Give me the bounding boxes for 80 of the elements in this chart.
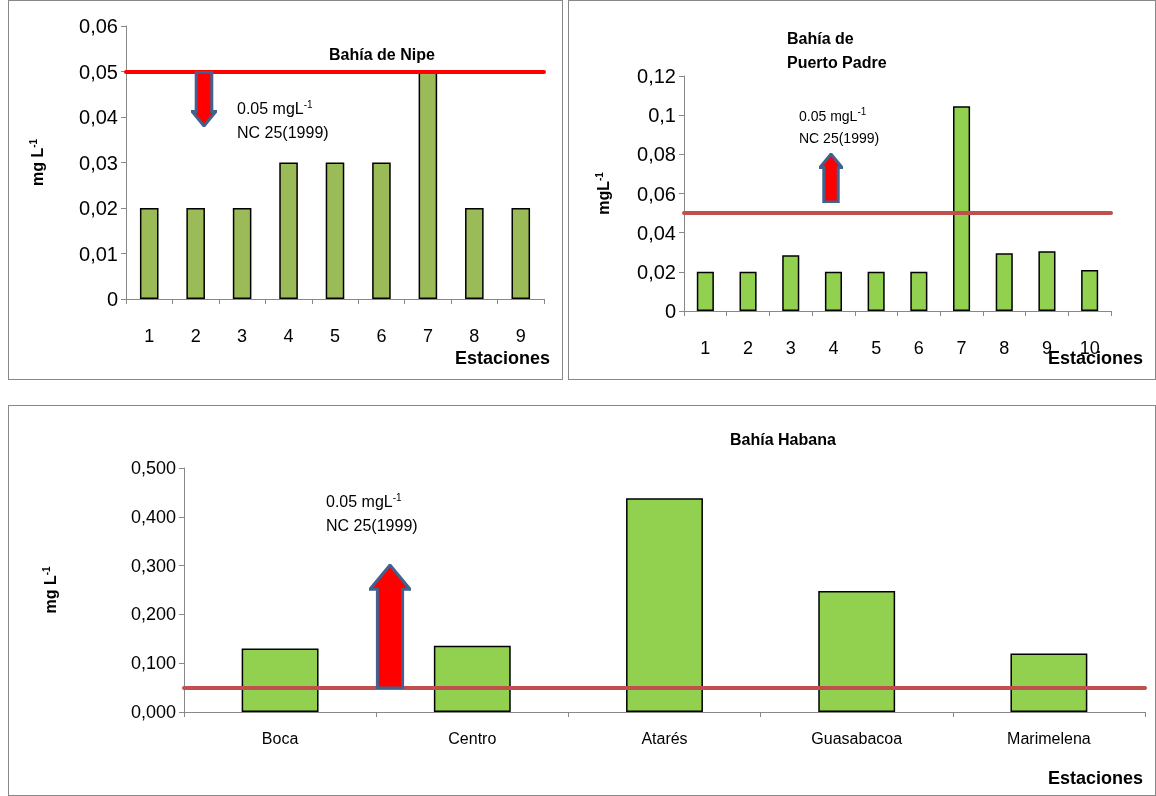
y-tick-label: 0,04 bbox=[79, 106, 118, 128]
bar bbox=[910, 271, 928, 311]
bar bbox=[824, 271, 842, 311]
x-tick-label: 7 bbox=[422, 326, 433, 346]
y-tick-label: 0,000 bbox=[130, 702, 176, 722]
bar bbox=[232, 208, 252, 299]
x-tick-label: 3 bbox=[237, 326, 248, 346]
x-tick-label: Boca bbox=[261, 729, 299, 747]
y-tick-label: 0,03 bbox=[79, 151, 118, 174]
y-tick-label: 0 bbox=[664, 300, 676, 322]
bar bbox=[782, 255, 800, 311]
bar bbox=[696, 271, 714, 311]
x-tick-label: 7 bbox=[956, 338, 967, 358]
annotation: 0.05 mgL$^{-1}$ bbox=[326, 492, 402, 511]
bar bbox=[465, 208, 484, 299]
y-tick-label: 0,400 bbox=[130, 506, 176, 527]
y-tick-label: 0,02 bbox=[79, 197, 118, 219]
y-tick-label: 0,02 bbox=[637, 260, 676, 283]
bar bbox=[511, 208, 531, 299]
y-tick-label: 0 bbox=[106, 288, 118, 310]
bar bbox=[325, 162, 345, 299]
bar bbox=[818, 590, 896, 712]
y-axis-title: mg L-1 bbox=[40, 566, 59, 614]
chart-title: Bahía de Puerto Padre bbox=[787, 29, 887, 71]
bar bbox=[186, 208, 205, 299]
x-tick-label: 8 bbox=[999, 338, 1010, 358]
annotation: NC 25(1999) bbox=[326, 517, 418, 535]
y-tick-label: 0,300 bbox=[130, 555, 176, 576]
y-tick-label: 0,1 bbox=[648, 104, 676, 127]
x-tick-label: 1 bbox=[700, 338, 711, 358]
bar bbox=[139, 208, 159, 299]
annotation: 0.05 mgL$^{-1}$ bbox=[799, 106, 867, 124]
y-tick-label: 0,08 bbox=[637, 143, 676, 166]
y-tick-label: 0,12 bbox=[637, 65, 676, 87]
bar bbox=[279, 162, 298, 299]
x-tick-label: 4 bbox=[283, 326, 294, 346]
annotation: 0.05 mgL$^{-1}$ bbox=[237, 99, 313, 118]
bar bbox=[1081, 269, 1099, 311]
x-tick-label: 5 bbox=[871, 338, 882, 358]
annotation: NC 25(1999) bbox=[799, 129, 880, 146]
x-tick-label: Guasabacoa bbox=[811, 729, 903, 747]
x-tick-label: 3 bbox=[785, 338, 796, 358]
y-tick-label: 0,200 bbox=[130, 604, 176, 625]
x-tick-label: 9 bbox=[515, 326, 526, 346]
bar bbox=[372, 162, 391, 299]
bar bbox=[433, 645, 511, 712]
x-axis-title: Estaciones bbox=[1047, 768, 1143, 788]
x-tick-label: Atarés bbox=[641, 729, 688, 747]
y-axis-title: mgL-1 bbox=[593, 171, 612, 215]
y-tick-label: 0,01 bbox=[79, 242, 118, 265]
bar bbox=[418, 71, 438, 299]
y-tick-label: 0,500 bbox=[130, 458, 176, 478]
y-tick-label: 0,100 bbox=[130, 653, 176, 674]
x-tick-label: Centro bbox=[448, 729, 497, 747]
bar bbox=[867, 271, 885, 311]
x-tick-label: 5 bbox=[329, 326, 341, 346]
annotation: NC 25(1999) bbox=[237, 124, 329, 142]
bar bbox=[1010, 653, 1088, 712]
y-axis-title: mg L-1 bbox=[27, 138, 46, 187]
y-tick-label: 0,06 bbox=[79, 15, 118, 37]
x-tick-label: 6 bbox=[913, 338, 924, 358]
bar bbox=[953, 106, 971, 311]
y-tick-label: 0,05 bbox=[79, 60, 118, 83]
x-tick-label: 2 bbox=[190, 326, 201, 346]
text: Bahía de Nipe bbox=[329, 45, 435, 63]
bar bbox=[995, 253, 1013, 311]
bar bbox=[739, 271, 757, 311]
y-tick-label: 0,06 bbox=[637, 182, 676, 205]
x-tick-label: Marimelena bbox=[1007, 729, 1091, 747]
bar bbox=[626, 498, 703, 712]
chart-title: Bahía Habana bbox=[730, 430, 836, 448]
y-tick-label: 0,04 bbox=[637, 221, 676, 244]
x-tick-label: 2 bbox=[743, 338, 754, 358]
x-tick-label: 8 bbox=[469, 326, 480, 346]
bar bbox=[241, 648, 319, 712]
x-tick-label: 6 bbox=[376, 326, 387, 346]
bar bbox=[1038, 251, 1056, 311]
x-axis-title: Estaciones bbox=[454, 348, 550, 368]
x-tick-label: 4 bbox=[828, 338, 839, 358]
x-tick-label: 1 bbox=[144, 326, 155, 346]
